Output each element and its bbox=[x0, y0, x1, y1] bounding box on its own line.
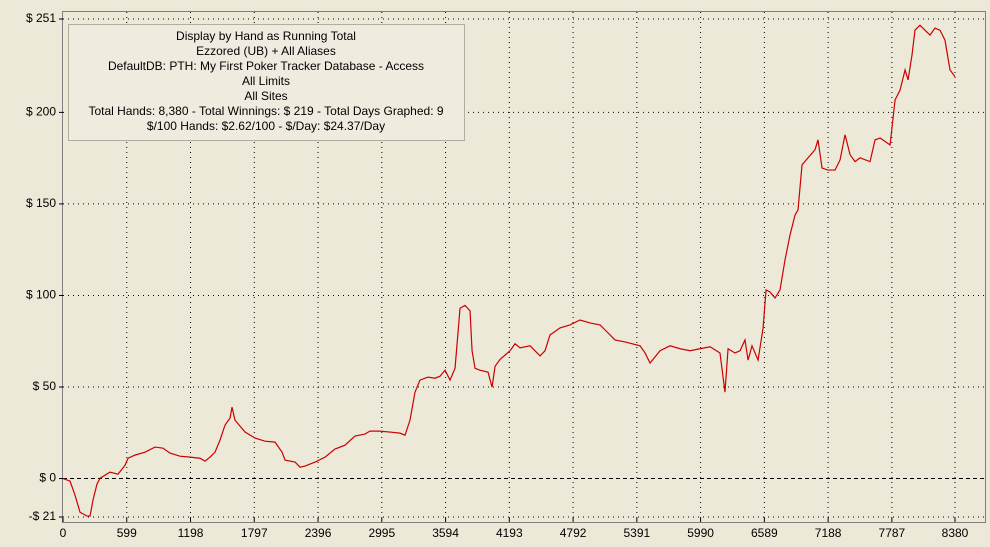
x-tick-label: 7188 bbox=[815, 526, 842, 540]
info-text: Display by Hand as Running TotalEzzored … bbox=[88, 29, 443, 133]
y-tick-label: $ 50 bbox=[33, 379, 57, 393]
y-tick-label: $ 200 bbox=[26, 105, 56, 119]
x-tick-label: 0 bbox=[60, 526, 67, 540]
y-tick-label: $ 0 bbox=[39, 471, 56, 485]
x-tick-label: 4792 bbox=[560, 526, 587, 540]
y-tick-label: $ 100 bbox=[26, 288, 56, 302]
plot: -$ 21 $ 0 $ 50 $ 100 $ 150 $ 200 $ 251 0 599 1198… bbox=[26, 11, 985, 540]
y-tick-label: $ 251 bbox=[26, 11, 56, 25]
x-tick-label: 3594 bbox=[432, 526, 459, 540]
x-tick-label: 5391 bbox=[623, 526, 650, 540]
x-tick-label: 599 bbox=[117, 526, 137, 540]
info-line: DefaultDB: PTH: My First Poker Tracker D… bbox=[108, 59, 424, 73]
info-line: Display by Hand as Running Total bbox=[176, 29, 356, 43]
info-line: All Sites bbox=[244, 89, 287, 103]
x-tick-label: 4193 bbox=[496, 526, 523, 540]
info-line: All Limits bbox=[242, 74, 290, 88]
x-tick-label: 2995 bbox=[368, 526, 395, 540]
x-tick-label: 6589 bbox=[751, 526, 778, 540]
x-tick-label: 8380 bbox=[942, 526, 969, 540]
x-tick-label: 5990 bbox=[687, 526, 714, 540]
info-line: $/100 Hands: $2.62/100 - $/Day: $24.37/D… bbox=[147, 119, 385, 133]
y-tick-label: -$ 21 bbox=[29, 509, 57, 523]
plot-frame bbox=[62, 11, 986, 523]
x-tick-label: 7787 bbox=[879, 526, 906, 540]
x-tick-label: 1797 bbox=[241, 526, 268, 540]
info-line: Ezzored (UB) + All Aliases bbox=[196, 44, 336, 58]
info-box bbox=[68, 24, 465, 141]
line-series bbox=[62, 24, 956, 517]
x-tick-label: 1198 bbox=[178, 526, 204, 540]
info-line: Total Hands: 8,380 - Total Winnings: $ 2… bbox=[88, 104, 443, 118]
y-tick-label: $ 150 bbox=[26, 196, 56, 210]
x-tick-label: 2396 bbox=[305, 526, 332, 540]
